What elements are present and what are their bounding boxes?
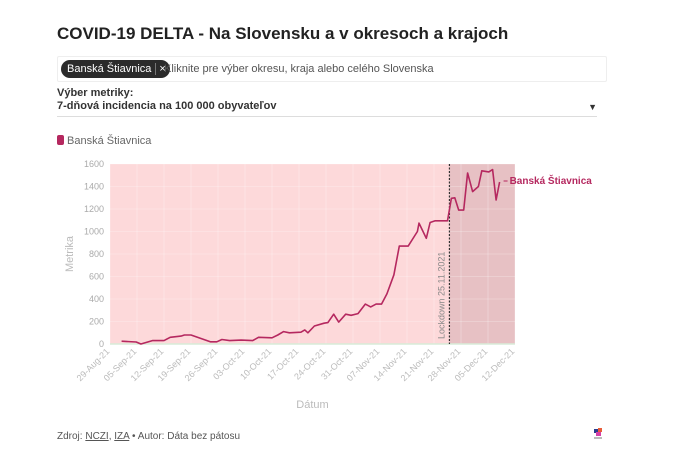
source-sep: , — [108, 431, 112, 442]
metric-label: Výber metriky: — [57, 87, 134, 99]
y-tick-label: 1000 — [84, 227, 104, 237]
author: • Autor: Dáta bez pátosu — [132, 431, 241, 442]
chip-label: Banská Štiavnica — [67, 63, 152, 75]
remove-chip-icon[interactable]: × — [155, 63, 166, 75]
y-tick-label: 400 — [89, 294, 104, 304]
chart: 0200400600800100012001400160029-Aug-2105… — [64, 159, 593, 411]
legend-item[interactable]: Banská Štiavnica — [57, 135, 151, 147]
y-tick-label: 1600 — [84, 159, 104, 169]
series-end-label: Banská Štiavnica — [510, 174, 593, 187]
y-tick-label: 600 — [89, 272, 104, 282]
selector-placeholder: Kliknite pre výber okresu, kraja alebo c… — [164, 63, 434, 75]
y-axis-title: Metrika — [64, 235, 76, 272]
plot-background — [110, 164, 515, 344]
y-tick-label: 0 — [99, 339, 104, 349]
legend-label: Banská Štiavnica — [67, 135, 152, 147]
source-prefix: Zdroj: — [57, 431, 83, 442]
y-tick-label: 1400 — [84, 182, 104, 192]
y-tick-label: 1200 — [84, 204, 104, 214]
source-link-iza[interactable]: IZA — [114, 431, 130, 442]
selected-district-chip[interactable]: Banská Štiavnica × — [61, 60, 170, 78]
x-axis-title: Dátum — [296, 399, 328, 411]
lockdown-label: Lockdown 25.11.2021 — [436, 252, 446, 339]
legend-swatch — [57, 135, 64, 145]
source-link-nczi[interactable]: NCZI — [85, 431, 109, 442]
dropdown-arrow-icon[interactable]: ▼ — [588, 102, 597, 112]
footer: Zdroj: NCZI, IZA • Autor: Dáta bez pátos… — [57, 431, 240, 442]
metric-select[interactable]: 7-dňová incidencia na 100 000 obyvateľov… — [57, 100, 597, 117]
brand-logo-icon — [594, 428, 602, 439]
metric-value: 7-dňová incidencia na 100 000 obyvateľov — [57, 100, 277, 112]
page-title: COVID-19 DELTA - Na Slovensku a v okreso… — [57, 24, 509, 43]
lockdown-region — [449, 164, 515, 344]
y-tick-label: 800 — [89, 249, 104, 259]
district-selector[interactable]: Banská Štiavnica × Kliknite pre výber okr… — [57, 56, 607, 82]
y-tick-label: 200 — [89, 317, 104, 327]
